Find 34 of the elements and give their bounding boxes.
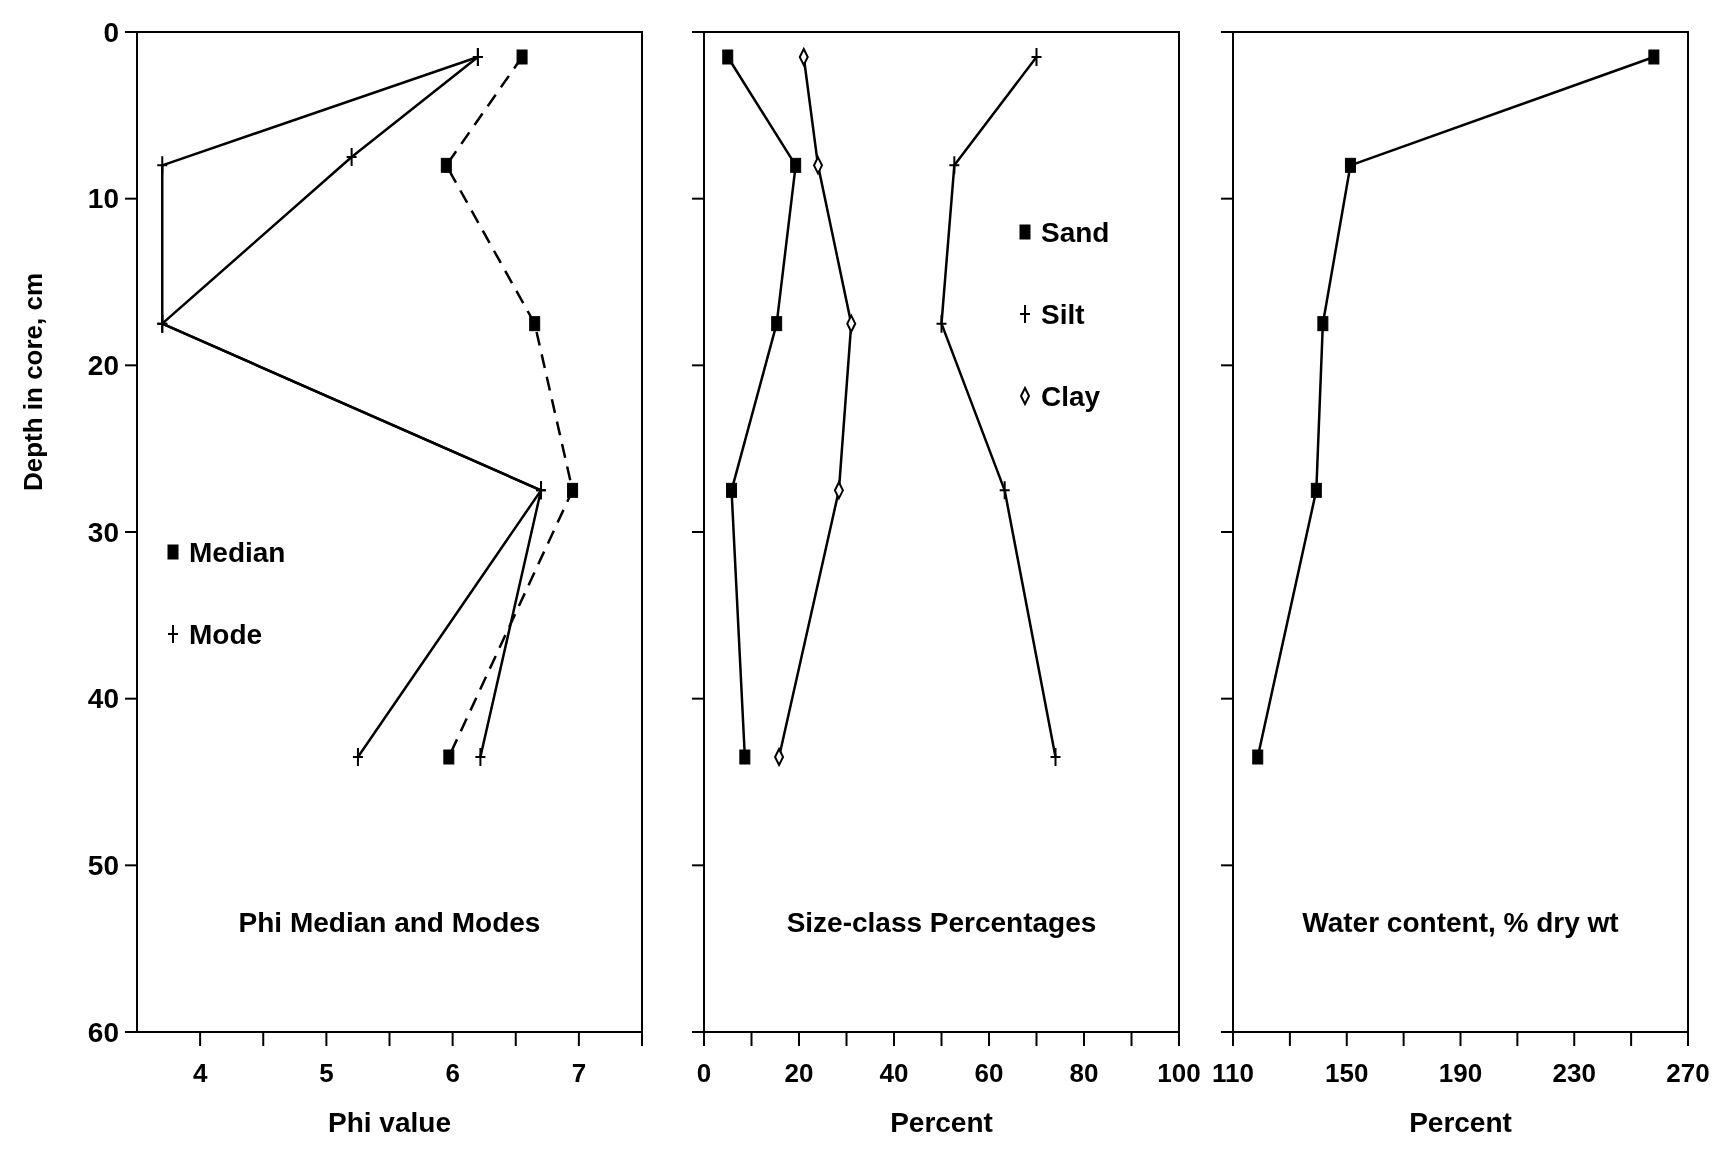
legend-label: Clay xyxy=(1041,380,1101,412)
y-tick-label: 30 xyxy=(87,516,119,548)
x-axis-title: Percent xyxy=(890,1107,993,1138)
y-tick-label: 40 xyxy=(87,683,119,715)
text: Phi Median and Modes xyxy=(238,907,541,938)
y-tick-label: 0 xyxy=(103,16,119,48)
y-tick-label: 60 xyxy=(87,1016,119,1048)
text: Size-class Percentages xyxy=(786,907,1097,938)
x-axis-title: Phi value xyxy=(328,1107,451,1138)
y-tick-label: 50 xyxy=(87,850,119,882)
x-tick-label: 270 xyxy=(1666,1058,1710,1088)
x-tick-label: 230 xyxy=(1552,1058,1596,1088)
legend-label: Mode xyxy=(189,618,263,650)
x-axis-title: Percent xyxy=(1409,1107,1512,1138)
x-tick-label: 100 xyxy=(1157,1058,1201,1088)
x-tick-label: 80 xyxy=(1069,1058,1099,1088)
x-tick-label: 110 xyxy=(1212,1058,1254,1088)
x-tick-label: 190 xyxy=(1438,1058,1483,1088)
x-tick-label: 7 xyxy=(571,1058,587,1088)
y-axis-title: Depth in core, cm xyxy=(18,272,48,492)
x-tick-label: 0 xyxy=(696,1058,712,1088)
x-tick-label: 6 xyxy=(445,1058,460,1088)
y-tick-label: 20 xyxy=(87,350,119,382)
x-tick-label: 20 xyxy=(784,1058,814,1088)
text: Water content, % dry wt xyxy=(1302,907,1619,938)
x-tick-label: 5 xyxy=(319,1058,334,1088)
legend-label: Sand xyxy=(1041,216,1110,248)
x-tick-label: 60 xyxy=(974,1058,1004,1088)
x-tick-label: 4 xyxy=(192,1058,208,1088)
x-tick-label: 150 xyxy=(1325,1058,1369,1088)
legend-label: Silt xyxy=(1041,298,1085,330)
x-tick-label: 40 xyxy=(879,1058,909,1088)
legend-label: Median xyxy=(189,536,286,568)
y-tick-label: 10 xyxy=(87,183,119,215)
